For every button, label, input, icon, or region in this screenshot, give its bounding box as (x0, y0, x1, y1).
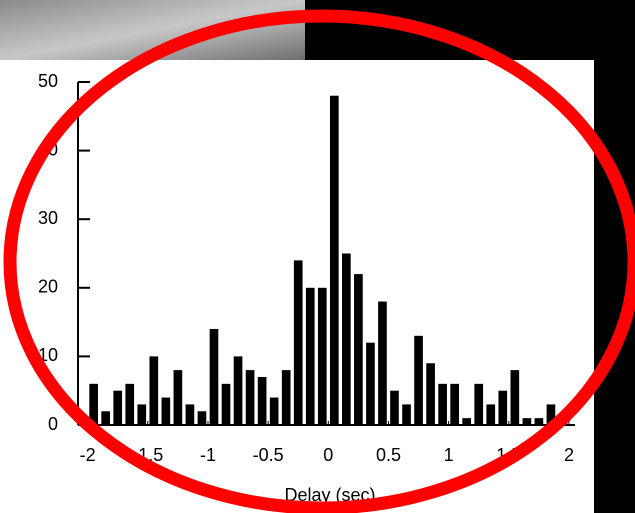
y-tick-label: 0 (48, 414, 58, 434)
bar (354, 274, 363, 425)
bar (317, 287, 327, 425)
bar (293, 260, 303, 425)
bar (245, 370, 255, 425)
bar (342, 253, 351, 425)
bar (233, 356, 243, 425)
x-tick-label: -0.5 (253, 445, 284, 465)
x-tick-label: 2 (564, 445, 574, 465)
bar (89, 383, 98, 425)
bar (281, 370, 291, 425)
bar (269, 397, 279, 425)
bar (486, 404, 496, 425)
bar (474, 383, 484, 425)
bar (522, 418, 532, 425)
bar (390, 390, 399, 425)
x-tick-label: 0 (323, 445, 333, 465)
bar (173, 370, 183, 425)
bar (498, 390, 508, 425)
bar (125, 383, 135, 425)
bar (414, 335, 423, 425)
x-tick-label: 0.5 (376, 445, 401, 465)
bar (185, 404, 195, 425)
bar (402, 404, 411, 425)
bar (546, 404, 556, 425)
bar (378, 301, 387, 425)
bar (221, 383, 231, 425)
bar (161, 397, 171, 425)
highlight-circle (3, 9, 635, 513)
x-tick-label: 1 (444, 445, 454, 465)
bar (510, 370, 520, 425)
bar (149, 356, 159, 425)
x-tick-label: -2 (80, 445, 96, 465)
bar (450, 383, 459, 425)
bar (329, 95, 339, 425)
bar (209, 328, 219, 425)
bar (113, 390, 123, 425)
bar (137, 404, 147, 425)
x-tick-label: -1 (200, 445, 216, 465)
bar (197, 411, 207, 425)
y-tick-label: 30 (38, 208, 58, 228)
y-tick-label: 20 (38, 277, 58, 297)
bar (366, 342, 375, 425)
bar (257, 376, 267, 425)
bar (101, 411, 111, 425)
bar (462, 418, 472, 425)
x-axis-label: Delay (sec) (284, 485, 375, 505)
bar (305, 287, 315, 425)
bar (426, 363, 435, 425)
bar (534, 418, 544, 425)
y-tick-label: 50 (38, 71, 58, 91)
bar (438, 383, 447, 425)
